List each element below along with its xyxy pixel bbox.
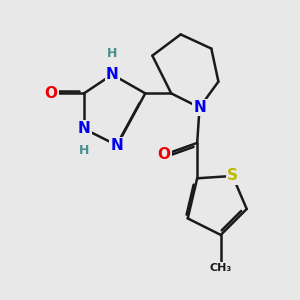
Text: H: H <box>107 47 117 60</box>
Text: O: O <box>158 147 171 162</box>
Text: N: N <box>111 138 123 153</box>
Text: CH₃: CH₃ <box>210 263 232 273</box>
Text: N: N <box>193 100 206 115</box>
Text: N: N <box>106 67 118 82</box>
Text: S: S <box>227 168 238 183</box>
Text: H: H <box>79 143 89 157</box>
Text: N: N <box>78 121 90 136</box>
Text: O: O <box>44 86 57 101</box>
